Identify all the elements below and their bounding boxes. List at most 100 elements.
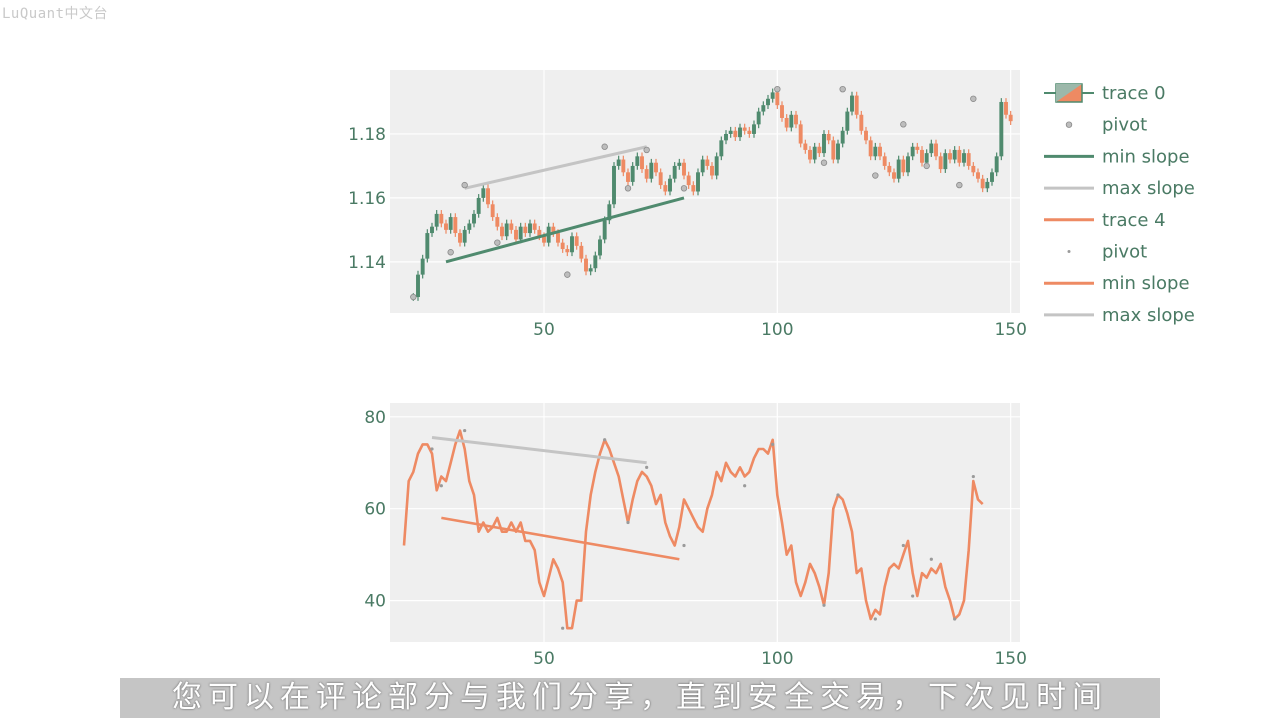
candle-body: [854, 95, 859, 115]
legend-label: pivot: [1102, 242, 1147, 263]
candle-body: [593, 255, 598, 269]
pivot-point: [923, 162, 930, 170]
indicator-ytick-label: 40: [364, 592, 386, 612]
candle-body: [756, 111, 761, 125]
candle-body: [649, 162, 654, 179]
pivot-point: [461, 181, 468, 189]
pivot-point: [645, 465, 649, 469]
candle-body: [710, 165, 714, 176]
price-ytick-label: 1.18: [348, 125, 386, 145]
candle-body: [910, 146, 915, 157]
candle-body: [948, 153, 952, 160]
candle-body: [560, 242, 565, 250]
candle-body: [565, 249, 570, 253]
legend-item: min slope: [1044, 273, 1190, 294]
candle-body: [808, 149, 812, 160]
pivot-point: [626, 520, 630, 525]
pivot-point: [624, 185, 632, 192]
legend-item: min slope: [1044, 146, 1190, 167]
legend-pivot-icon: [1065, 121, 1073, 128]
candle-body: [794, 114, 798, 125]
candle-body: [980, 178, 985, 189]
candle-body: [696, 172, 700, 192]
candle-body: [766, 98, 770, 106]
candle-body: [677, 162, 682, 166]
candle-body: [504, 223, 509, 237]
candle-body: [901, 159, 906, 173]
candle-body: [752, 124, 756, 134]
candle-body: [486, 188, 490, 205]
pivot-point: [463, 428, 467, 433]
candle-body: [626, 172, 630, 182]
candle-body: [990, 172, 994, 182]
candle-body: [929, 143, 934, 154]
indicator-xtick-label: 50: [533, 649, 555, 669]
candle-body: [500, 226, 504, 237]
pivot-point: [643, 146, 650, 154]
candle-body: [612, 165, 616, 205]
pivot-point: [774, 85, 781, 93]
pivot-point: [410, 293, 417, 301]
candle-body: [845, 111, 850, 131]
indicator-xtick-label: 100: [761, 649, 793, 669]
pivot-point: [929, 557, 933, 561]
candle-body: [434, 213, 439, 227]
candle-body: [1008, 114, 1013, 122]
watermark: LuQuant中文台: [2, 6, 109, 22]
candle-body: [523, 226, 528, 234]
subtitle-caption: 您可以在评论部分与我们分享，直到安全交易，下次见时间: [120, 678, 1160, 718]
max-slope-line: [464, 145, 648, 190]
candle-body: [817, 146, 822, 154]
candle-body: [714, 156, 719, 176]
legend-label: max slope: [1102, 178, 1195, 199]
pivot-point: [561, 626, 565, 630]
candle-body: [859, 114, 864, 131]
legend-label: trace 0: [1102, 83, 1166, 104]
pivot-point: [603, 438, 607, 442]
candle-body: [906, 156, 910, 173]
legend-item: trace 4: [1044, 210, 1166, 231]
candle-body: [448, 217, 453, 230]
candle-body: [579, 245, 584, 259]
candle-body: [630, 165, 635, 182]
candle-body: [537, 229, 542, 237]
candle-body: [836, 143, 840, 160]
candle-body: [761, 105, 766, 112]
candle-body: [938, 156, 943, 170]
candle-body: [976, 172, 980, 179]
candle-body: [453, 217, 458, 234]
candle-body: [532, 223, 537, 230]
candle-body: [747, 130, 752, 134]
candle-body: [425, 233, 430, 259]
pivot-point: [956, 181, 963, 189]
candle-body: [658, 172, 663, 186]
pivot-point: [901, 543, 905, 548]
candle-body: [476, 197, 481, 214]
candle-body: [444, 223, 448, 230]
candle-body: [985, 181, 990, 189]
legend-label: min slope: [1102, 146, 1190, 167]
candle-body: [943, 153, 948, 170]
legend-item: pivot: [1065, 115, 1147, 136]
candle-body: [551, 226, 556, 234]
candle-body: [495, 217, 500, 227]
pivot-point: [494, 239, 501, 246]
candle-body: [971, 165, 976, 173]
legend: trace 0 pivot min slope max slope trace 4 piv…: [1044, 83, 1195, 326]
candle-body: [915, 146, 920, 150]
indicator-panel: 50 100 150 40 60 80: [364, 403, 1027, 669]
candle-body: [518, 226, 523, 240]
pivot-point: [953, 617, 957, 621]
candle-body: [738, 127, 742, 138]
candle-body: [602, 220, 607, 240]
candle-body: [439, 213, 444, 224]
candle-body: [868, 140, 873, 157]
pivot-point: [839, 85, 846, 93]
legend-candle-icon: [1056, 84, 1082, 102]
candle-body: [672, 165, 677, 179]
price-xtick-label: 100: [761, 320, 793, 340]
pivot-point: [601, 143, 608, 150]
legend-label: trace 4: [1102, 210, 1166, 231]
legend-pivot-icon: [1067, 250, 1071, 253]
